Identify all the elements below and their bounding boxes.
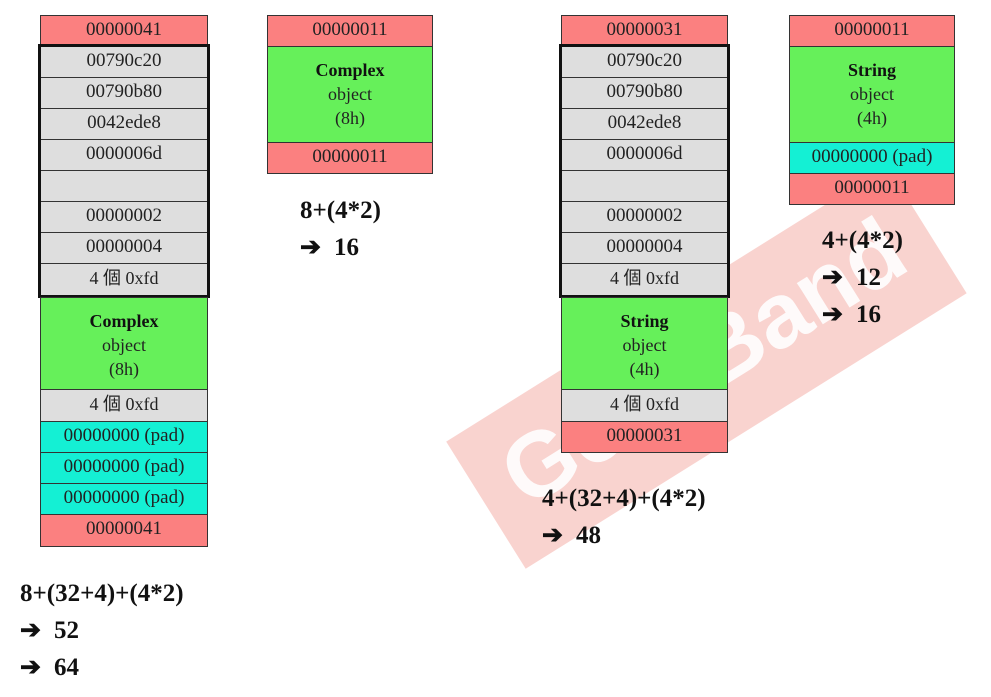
object-title: Complex <box>89 311 159 331</box>
no-mans-land-bottom: 4 個 0xfd <box>561 389 728 422</box>
calc-expression: 4+(4*2) <box>822 227 903 254</box>
debug-header-cell: 0000006d <box>40 139 208 171</box>
size-calculation: 4+(4*2) ➔ 12 ➔ 16 <box>822 222 903 333</box>
calc-result: 16 <box>334 234 359 261</box>
debug-header-cell: 0042ede8 <box>561 108 728 140</box>
size-calculation: 8+(4*2) ➔ 16 <box>300 192 381 266</box>
calc-result: 64 <box>54 654 79 681</box>
size-calculation: 4+(32+4)+(4*2) ➔ 48 <box>542 480 706 554</box>
pad-cell: 00000000 (pad) <box>40 483 208 515</box>
object-cell: String object (4h) <box>789 46 955 143</box>
object-cell: Complex object (8h) <box>267 46 433 143</box>
arrow-right-icon: ➔ <box>300 234 321 261</box>
calc-expression: 8+(32+4)+(4*2) <box>20 580 184 607</box>
no-mans-land-top: 4 個 0xfd <box>40 263 208 296</box>
debug-header-cell: 00000002 <box>40 201 208 233</box>
cookie-bottom: 00000031 <box>561 421 728 453</box>
object-size: (4h) <box>857 108 887 128</box>
debug-header-cell: 00790b80 <box>561 77 728 109</box>
object-title: String <box>620 311 669 331</box>
debug-header-cell: 00790c20 <box>561 46 728 78</box>
arrow-right-icon: ➔ <box>822 301 843 328</box>
cookie-bottom: 00000041 <box>40 514 208 547</box>
debug-header-cell: 00790c20 <box>40 46 208 78</box>
cookie-top: 00000041 <box>40 15 208 47</box>
no-mans-land-top: 4 個 0xfd <box>561 263 728 296</box>
debug-header-cell <box>40 170 208 202</box>
calc-result: 48 <box>576 522 601 549</box>
arrow-right-icon: ➔ <box>822 264 843 291</box>
object-word: object <box>102 335 146 355</box>
object-word: object <box>850 84 894 104</box>
debug-header-cell: 00000004 <box>561 232 728 264</box>
no-mans-land-bottom: 4 個 0xfd <box>40 389 208 422</box>
calc-result: 16 <box>856 301 881 328</box>
debug-header-cell: 00000004 <box>40 232 208 264</box>
arrow-right-icon: ➔ <box>542 522 563 549</box>
object-word: object <box>328 84 372 104</box>
cookie-top: 00000011 <box>267 15 433 47</box>
cookie-top: 00000031 <box>561 15 728 47</box>
object-size: (4h) <box>629 359 660 379</box>
object-size: (8h) <box>109 359 139 379</box>
pad-cell: 00000000 (pad) <box>40 421 208 453</box>
object-word: object <box>622 335 667 355</box>
object-title: String <box>847 60 896 80</box>
pad-cell: 00000000 (pad) <box>789 142 955 174</box>
calc-expression: 4+(32+4)+(4*2) <box>542 485 706 512</box>
pad-cell: 00000000 (pad) <box>40 452 208 484</box>
debug-header-cell <box>561 170 728 202</box>
arrow-right-icon: ➔ <box>20 654 41 681</box>
calc-result: 12 <box>856 264 881 291</box>
debug-header-cell: 0042ede8 <box>40 108 208 140</box>
debug-header-cell: 00000002 <box>561 201 728 233</box>
object-cell: String object (4h) <box>561 297 728 390</box>
cookie-top: 00000011 <box>789 15 955 47</box>
debug-header-cell: 0000006d <box>561 139 728 171</box>
size-calculation: 8+(32+4)+(4*2) ➔ 52 ➔ 64 <box>20 575 184 686</box>
arrow-right-icon: ➔ <box>20 617 41 644</box>
object-cell: Complex object (8h) <box>40 297 208 390</box>
calc-result: 52 <box>54 617 79 644</box>
debug-header-cell: 00790b80 <box>40 77 208 109</box>
cookie-bottom: 00000011 <box>267 142 433 174</box>
object-title: Complex <box>315 60 385 80</box>
calc-expression: 8+(4*2) <box>300 197 381 224</box>
object-size: (8h) <box>335 108 365 128</box>
cookie-bottom: 00000011 <box>789 173 955 205</box>
